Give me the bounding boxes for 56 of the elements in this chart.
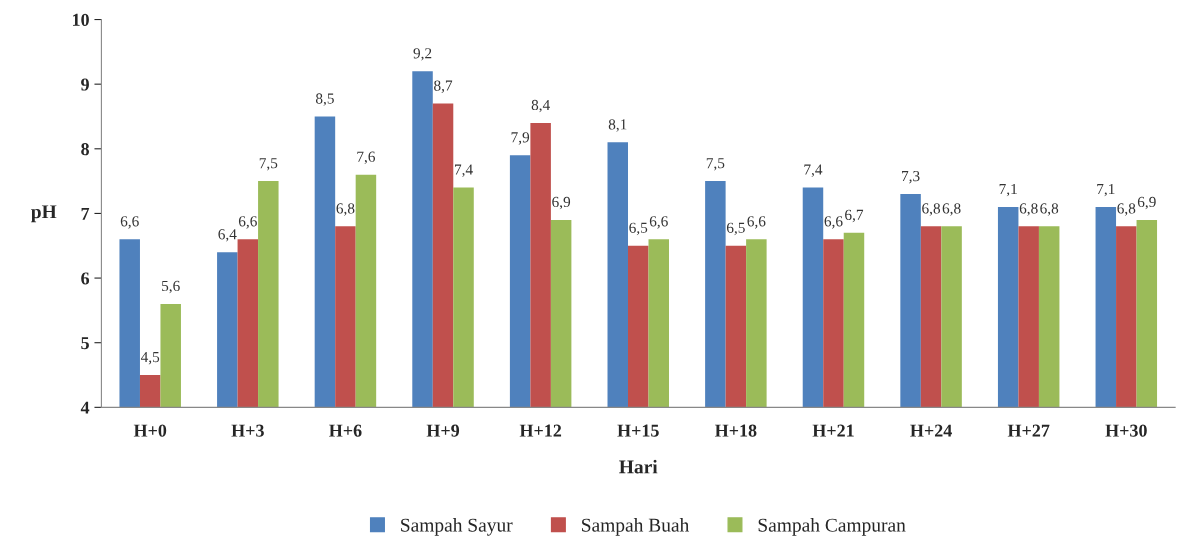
legend-label: Sampah Campuran [758,518,906,536]
legend-label: Sampah Buah [582,518,690,536]
data-label: 7,4 [454,164,473,177]
y-tick-label: 10 [72,13,89,26]
x-tick-label: H+15 [617,424,659,437]
data-label: 8,5 [315,93,334,106]
data-label: 6,8 [1040,203,1059,216]
y-tick-label: 7 [81,207,90,220]
data-label: 6,8 [336,203,355,216]
data-label: 8,1 [608,119,627,132]
data-label: 4,5 [140,351,160,365]
legend-label: Sampah Sayur [401,518,513,536]
data-label: 9,2 [413,48,432,61]
x-tick-label: H+9 [426,424,460,437]
data-label: 8,4 [531,99,550,113]
x-tick-label: H+24 [910,424,952,437]
data-label: 6,8 [1117,203,1136,216]
data-label: 6,7 [845,209,864,223]
data-label: 8,7 [434,80,453,93]
data-label: 7,5 [259,158,278,171]
y-tick-label: 6 [81,272,90,285]
data-label: 6,8 [1019,203,1038,216]
data-label: 6,6 [747,216,766,229]
x-tick-label: H+27 [1007,424,1050,437]
x-tick-label: H+3 [231,424,264,437]
data-label: 6,9 [552,196,571,210]
y-tick-label: 4 [80,401,90,414]
data-label: 7,6 [357,151,376,165]
data-label: 6,9 [1137,196,1156,210]
x-tick-label: H+21 [812,424,854,437]
data-label: 6,8 [922,203,941,216]
data-label: 6,5 [726,222,745,236]
y-tick-label: 9 [81,78,89,91]
y-tick-label: 5 [81,337,89,350]
x-tick-label: H+12 [519,424,562,437]
data-label: 7,1 [1097,183,1115,197]
x-tick-label: H+0 [133,424,167,437]
data-label: 6,6 [649,216,668,229]
data-label: 7,3 [902,170,920,184]
y-tick-label: 8 [81,143,89,156]
x-tick-label: H+6 [329,424,362,437]
y-axis-title: pH [31,205,57,223]
data-label: 6,5 [629,222,648,236]
data-label: 7,9 [511,132,530,145]
data-label: 6,8 [942,203,961,216]
data-label: 6,4 [218,229,237,242]
x-axis-title: Hari [619,459,658,474]
data-label: 5,6 [162,280,180,294]
data-label: 6,6 [120,216,139,229]
data-label: 7,4 [804,164,823,177]
data-label: 6,6 [238,216,257,229]
x-tick-label: H+30 [1105,424,1147,437]
data-label: 7,5 [706,158,725,171]
data-label: 7,1 [999,183,1017,197]
x-tick-label: H+18 [714,424,757,437]
data-label: 6,6 [824,216,843,229]
